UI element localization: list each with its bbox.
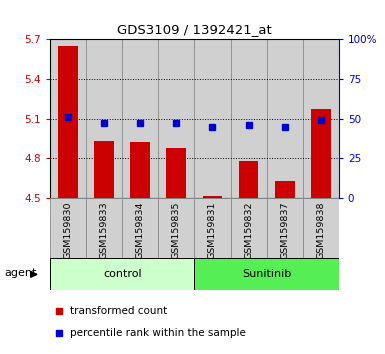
Text: GSM159832: GSM159832 [244,201,253,259]
Title: GDS3109 / 1392421_at: GDS3109 / 1392421_at [117,23,272,36]
Bar [194,258,339,290]
Bar [203,196,223,198]
Bar [158,39,194,198]
Text: control: control [103,269,142,279]
Bar [122,39,158,198]
Text: GSM159834: GSM159834 [136,201,145,259]
Bar [231,39,266,198]
Text: GSM159837: GSM159837 [280,201,289,259]
Text: Sunitinib: Sunitinib [242,269,291,279]
Bar [122,198,158,258]
Text: transformed count: transformed count [70,306,167,316]
Bar [158,198,194,258]
Text: GSM159831: GSM159831 [208,201,217,259]
Bar [94,141,114,198]
Bar [239,161,258,198]
Bar [266,39,303,198]
Text: GSM159835: GSM159835 [172,201,181,259]
Text: percentile rank within the sample: percentile rank within the sample [70,328,246,338]
Bar [50,39,86,198]
Text: GSM159833: GSM159833 [100,201,109,259]
Text: GSM159838: GSM159838 [316,201,325,259]
Bar [58,46,78,198]
Bar [303,39,339,198]
Bar [231,198,266,258]
Bar [131,143,150,198]
Bar [194,39,231,198]
Bar [303,198,339,258]
Bar [266,198,303,258]
Bar [50,198,86,258]
Bar [275,181,295,198]
Text: agent: agent [4,268,36,278]
Bar [166,148,186,198]
Text: GSM159830: GSM159830 [64,201,73,259]
Bar [50,258,194,290]
Bar [86,39,122,198]
Bar [194,198,231,258]
Bar [311,109,331,198]
Bar [86,198,122,258]
